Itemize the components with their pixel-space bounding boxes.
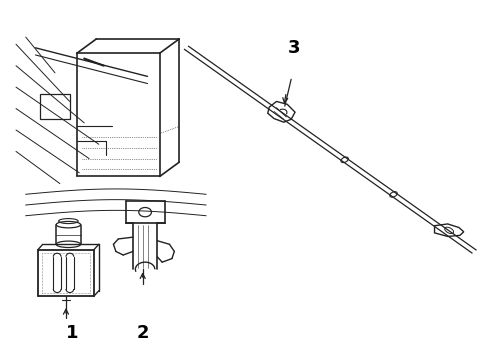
Text: 3: 3 (288, 39, 300, 57)
Text: 2: 2 (136, 324, 149, 342)
Text: 1: 1 (66, 324, 78, 342)
